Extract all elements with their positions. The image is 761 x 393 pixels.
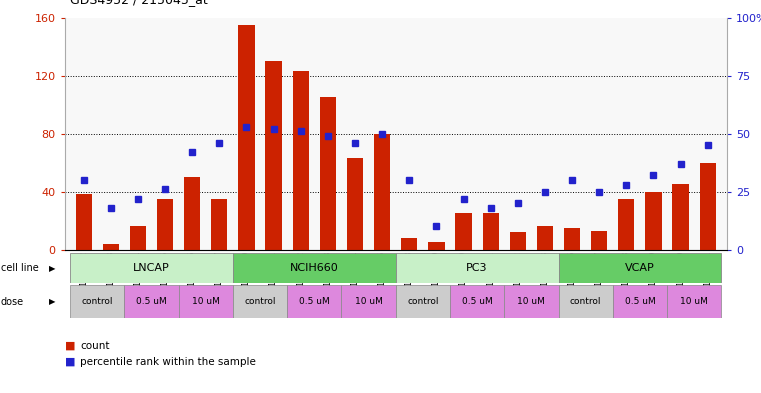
Bar: [233, 253, 396, 283]
Bar: [103, 244, 119, 250]
Text: 10 uM: 10 uM: [680, 297, 708, 306]
Bar: [287, 285, 342, 318]
Text: NCIH660: NCIH660: [290, 263, 339, 273]
Text: VCAP: VCAP: [625, 263, 654, 273]
Text: ▶: ▶: [49, 297, 56, 306]
Bar: [510, 232, 526, 250]
Bar: [179, 285, 233, 318]
Bar: [70, 285, 124, 318]
Bar: [618, 199, 635, 250]
Text: 10 uM: 10 uM: [517, 297, 546, 306]
Text: control: control: [570, 297, 601, 306]
Bar: [293, 71, 309, 250]
Text: 0.5 uM: 0.5 uM: [462, 297, 492, 306]
Text: percentile rank within the sample: percentile rank within the sample: [80, 356, 256, 367]
Text: LNCAP: LNCAP: [133, 263, 170, 273]
Bar: [401, 238, 418, 250]
Bar: [428, 242, 444, 250]
Bar: [75, 195, 92, 250]
Bar: [559, 285, 613, 318]
Bar: [396, 253, 559, 283]
Bar: [130, 226, 146, 250]
Bar: [505, 285, 559, 318]
Text: cell line: cell line: [1, 263, 39, 273]
Text: control: control: [81, 297, 113, 306]
Text: 0.5 uM: 0.5 uM: [625, 297, 655, 306]
Text: 10 uM: 10 uM: [192, 297, 220, 306]
Text: ■: ■: [65, 356, 75, 367]
Bar: [673, 184, 689, 250]
Bar: [396, 285, 450, 318]
Bar: [238, 25, 255, 250]
Bar: [645, 191, 661, 250]
Bar: [320, 97, 336, 250]
Bar: [374, 134, 390, 250]
Bar: [70, 253, 233, 283]
Bar: [450, 285, 505, 318]
Bar: [455, 213, 472, 250]
Bar: [667, 285, 721, 318]
Text: 0.5 uM: 0.5 uM: [136, 297, 167, 306]
Bar: [184, 177, 200, 250]
Bar: [157, 199, 174, 250]
Bar: [233, 285, 287, 318]
Bar: [124, 285, 179, 318]
Bar: [559, 253, 721, 283]
Bar: [564, 228, 580, 250]
Text: control: control: [407, 297, 438, 306]
Text: 0.5 uM: 0.5 uM: [299, 297, 330, 306]
Bar: [482, 213, 498, 250]
Text: PC3: PC3: [466, 263, 488, 273]
Text: dose: dose: [1, 297, 24, 307]
Text: 10 uM: 10 uM: [355, 297, 383, 306]
Bar: [212, 199, 228, 250]
Bar: [342, 285, 396, 318]
Bar: [537, 226, 553, 250]
Bar: [347, 158, 363, 250]
Bar: [613, 285, 667, 318]
Text: ▶: ▶: [49, 264, 56, 273]
Bar: [266, 61, 282, 250]
Text: control: control: [244, 297, 275, 306]
Text: count: count: [80, 341, 110, 351]
Text: GDS4952 / 215045_at: GDS4952 / 215045_at: [70, 0, 208, 6]
Bar: [699, 163, 716, 250]
Text: ■: ■: [65, 341, 75, 351]
Bar: [591, 231, 607, 250]
